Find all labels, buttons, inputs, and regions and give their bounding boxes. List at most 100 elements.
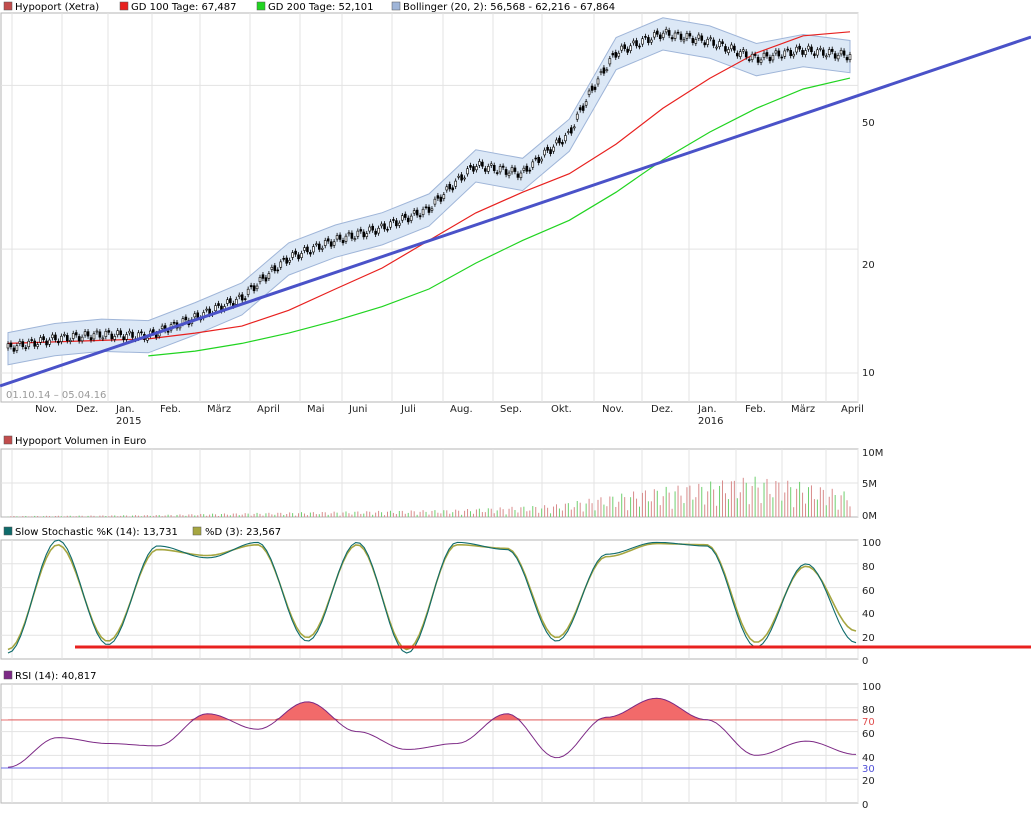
candle-body [338,234,342,240]
year-label-2016: 2016 [698,416,723,427]
candle-body [768,56,772,62]
candle-body [246,288,250,295]
candle-body [234,299,238,305]
candle-body [635,40,638,47]
candle-body [226,299,229,304]
candle-body [765,52,769,57]
candle-body [584,101,588,106]
candle-body [6,343,10,349]
candle-body [581,105,585,111]
candle-body [522,167,526,171]
candle-body [813,53,816,56]
legend-gd200: GD 200 Tage: 52,101 [268,2,374,13]
candle-body [39,337,42,343]
candle-body [730,44,733,50]
month-label-mar-2015: März [207,404,231,415]
stoch-tick-40: 40 [862,609,875,620]
candle-body [359,229,363,232]
candle-body [300,253,303,258]
volume-panel: Hypoport Volumen in Euro 10M 5M 0M [0,435,883,522]
candle-body [564,135,567,142]
candle-body [309,252,312,255]
candle-body [661,32,665,38]
rsi-tick-20: 20 [862,776,875,787]
month-label-dez-2014: Dez. [76,404,98,415]
volume-tick-10m: 10M [862,448,883,459]
candle-body [724,46,727,52]
month-label-jan-2016: Jan. [697,404,717,415]
candle-body [279,261,283,268]
candle-body [575,113,579,120]
candle-body [664,29,668,33]
candle-body [602,67,606,74]
candle-body [679,33,683,40]
candle-body [335,235,339,240]
rsi-tick-80: 80 [862,705,875,716]
candle-body [599,71,603,73]
candle-body [421,208,425,215]
candle-body [495,172,499,174]
month-label-aug-2015: Aug. [450,404,473,415]
candle-body [356,230,360,237]
candle-body [113,336,117,340]
legend-stoch-d: %D (3): 23,567 [205,527,281,538]
candle-body [816,49,819,56]
candle-body [822,49,825,56]
candle-body [741,49,745,52]
rsi-tick-70: 70 [862,717,875,728]
candle-body [89,337,93,341]
volume-tick-0m: 0M [862,511,877,522]
candle-body [528,169,532,172]
candle-body [125,334,128,340]
legend-swatch-gd100 [119,1,129,11]
candle-body [756,56,760,63]
candle-body [498,166,502,173]
candle-body [626,48,629,53]
stoch-tick-0: 0 [862,656,868,667]
candle-body [160,325,164,329]
candle-body [83,331,87,336]
candle-body [700,35,704,41]
candle-body [237,294,241,297]
candle-body [795,46,798,53]
candle-body [810,46,813,53]
candle-body [673,32,677,39]
candle-body [386,228,389,231]
candle-body [430,208,434,211]
candle-body [641,38,644,45]
candle-body [457,175,460,178]
candle-body [276,269,280,272]
candle-body [617,52,621,57]
candle-body [519,172,523,178]
candle-body [341,240,345,244]
candle-body [516,173,520,178]
candle-body [258,277,262,283]
candle-body [685,33,689,39]
candle-body [270,267,274,270]
candle-body [605,69,609,72]
candle-body [543,149,546,156]
candle-body [608,58,612,65]
candle-body [570,127,573,134]
candle-body [777,50,781,57]
candle-body [525,165,529,172]
candle-body [398,222,401,226]
candle-body [489,163,493,166]
candle-body [116,330,119,336]
candle-body [306,246,309,253]
candle-body [534,157,538,160]
candle-body [291,252,294,258]
candle-body [329,241,333,247]
legend-swatch-rsi [3,670,13,680]
candle-body [513,167,517,172]
candle-body [845,57,849,61]
candle-body [650,39,653,43]
candle-body [783,50,787,57]
candle-body [804,50,807,55]
candle-body [297,254,300,260]
candle-body [703,42,707,46]
candle-body [486,166,490,172]
candle-body [229,298,232,304]
volume-gridlines [1,449,859,517]
candle-body [786,48,790,51]
